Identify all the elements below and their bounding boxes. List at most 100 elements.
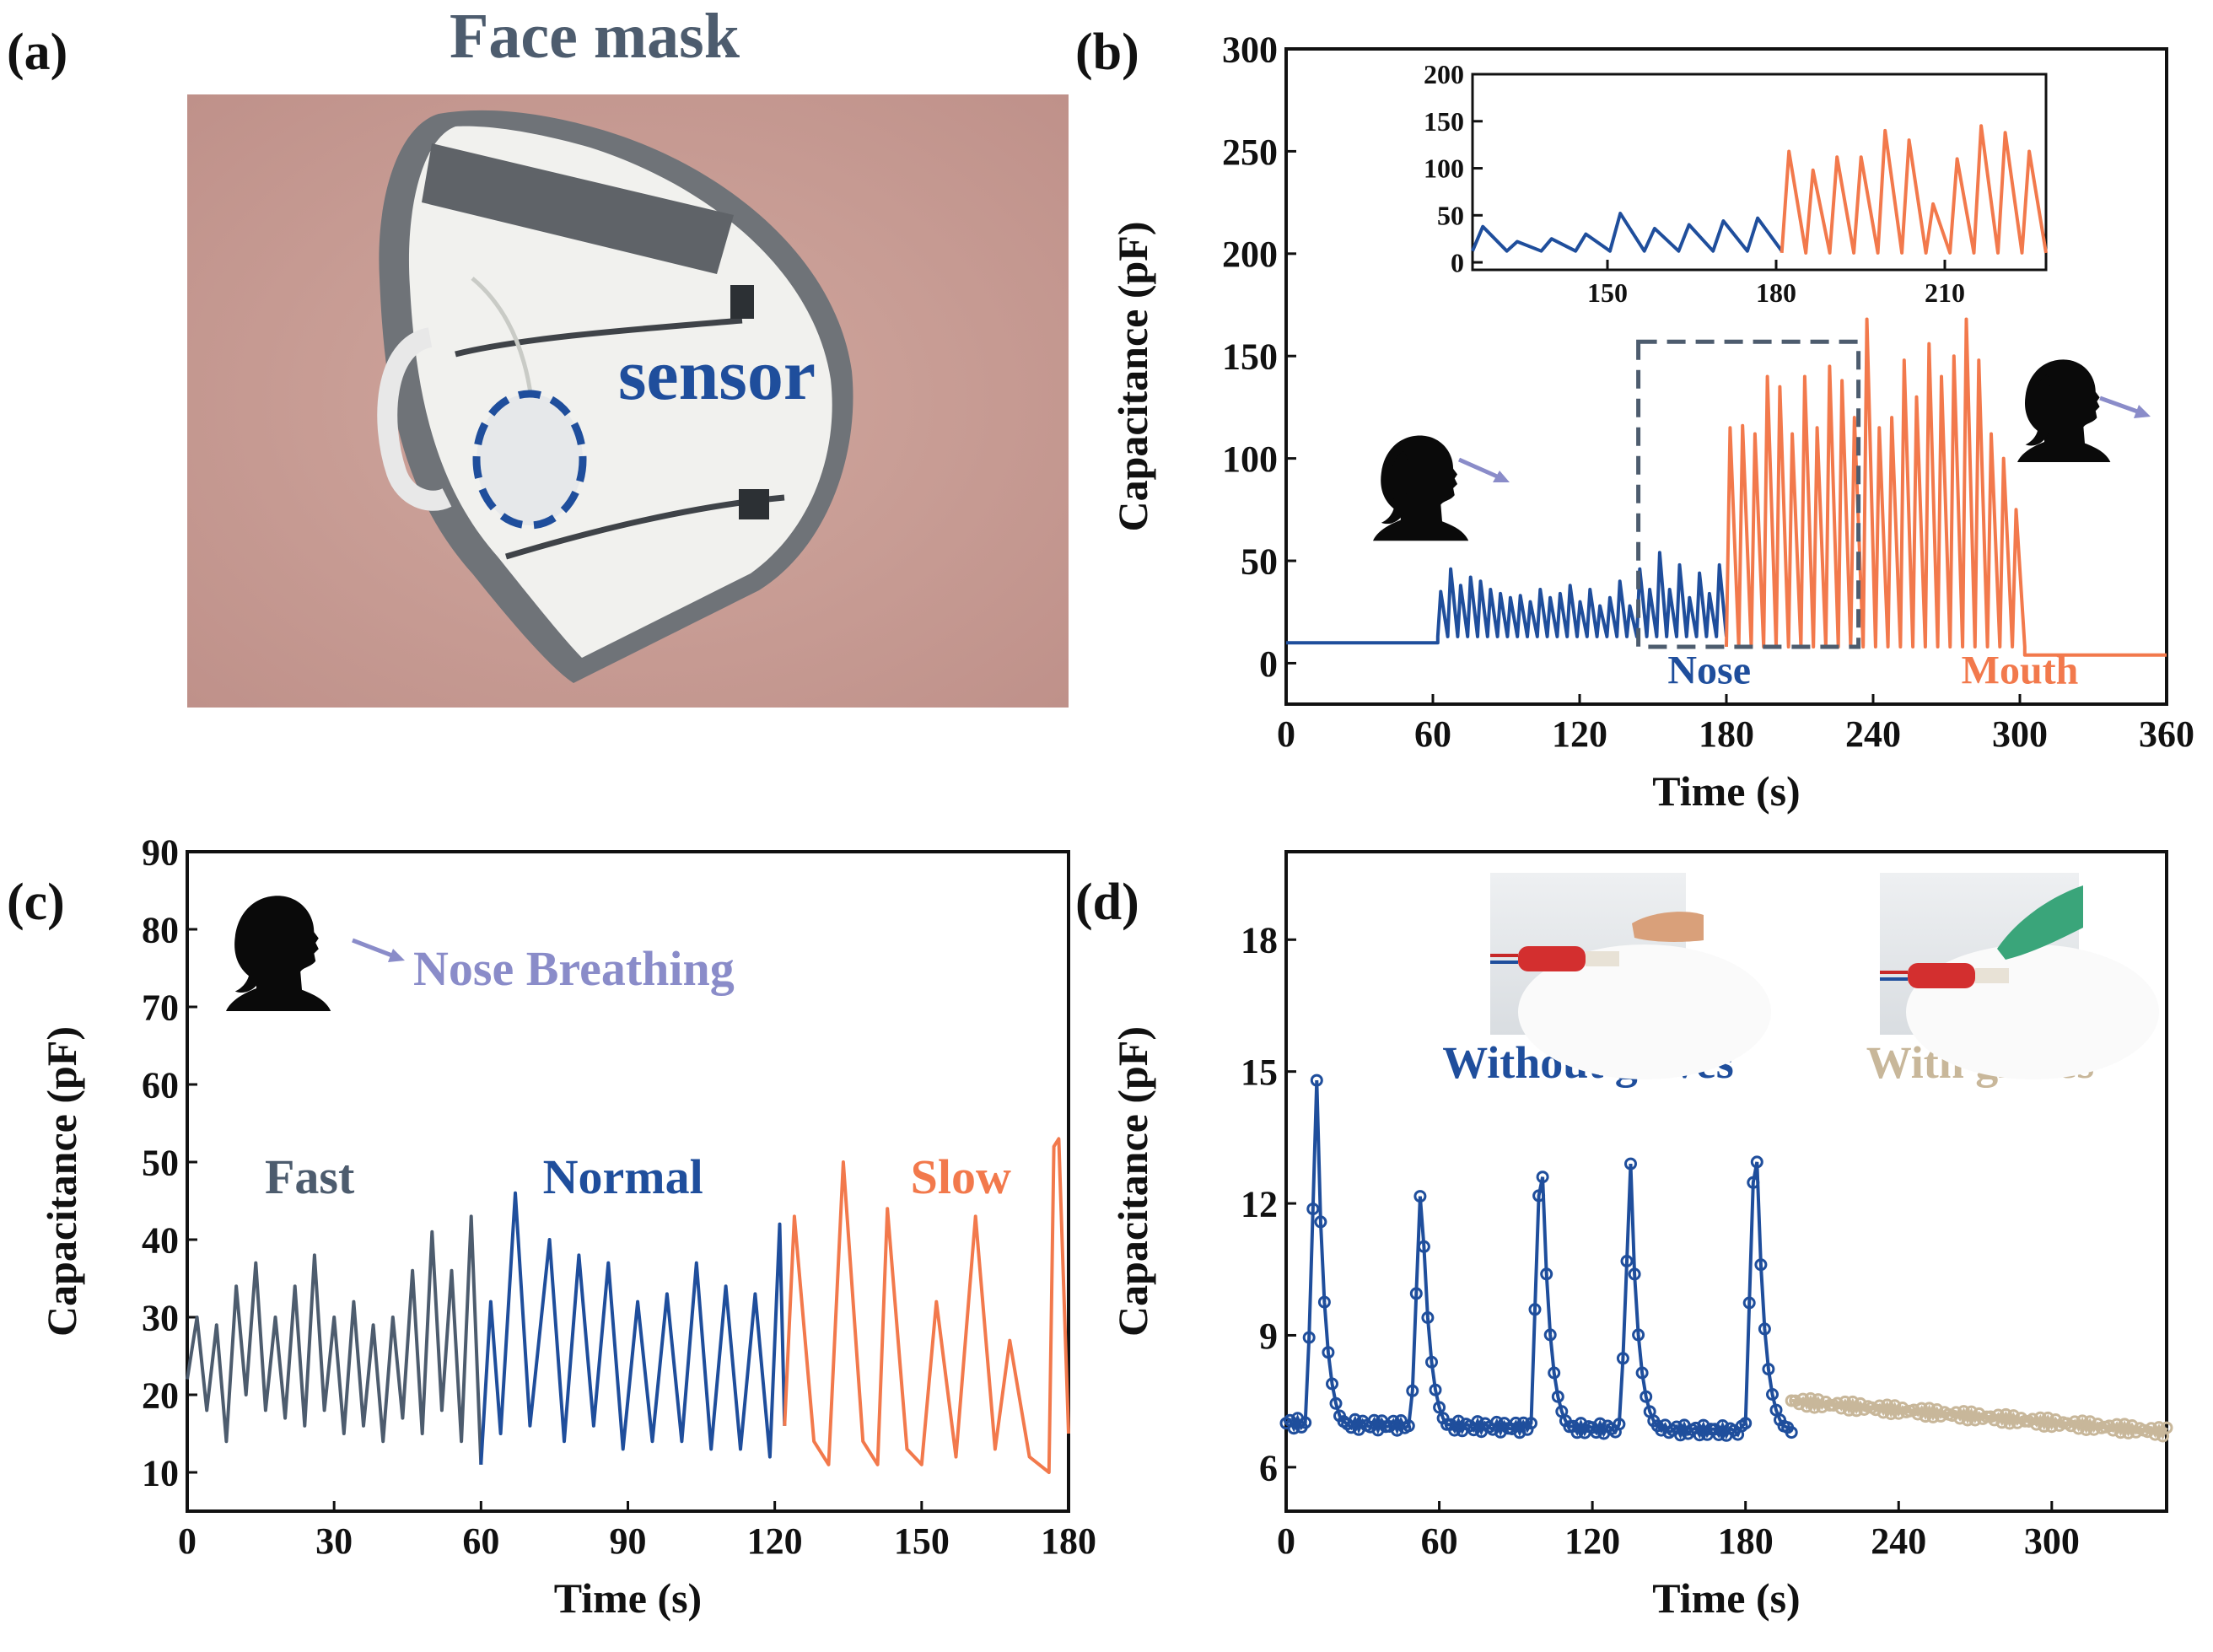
d-without-gloves-point bbox=[1548, 1366, 1561, 1380]
b-ytick-label: 300 bbox=[1222, 29, 1278, 70]
b-inset-ytick-label: 50 bbox=[1437, 201, 1464, 231]
d-without-gloves-point bbox=[1310, 1074, 1323, 1087]
b-xtick-label: 240 bbox=[1845, 713, 1901, 755]
c-xtick-label: 30 bbox=[315, 1520, 353, 1562]
d-with-gloves-point bbox=[2160, 1421, 2173, 1434]
d-without-gloves-point bbox=[1540, 1267, 1553, 1281]
d-xtick-label: 240 bbox=[1871, 1520, 1926, 1562]
panel-b-label: (b) bbox=[1075, 24, 1139, 81]
b-yaxis-title: Capacitance (pF) bbox=[1109, 222, 1156, 532]
b-ytick-label: 100 bbox=[1222, 439, 1278, 480]
c-xtick-label: 150 bbox=[894, 1520, 950, 1562]
mouth-arrow-head bbox=[2134, 405, 2151, 418]
d-without-gloves-point bbox=[1326, 1377, 1338, 1391]
b-inset-xtick-label: 180 bbox=[1756, 277, 1796, 308]
d-without-gloves-point bbox=[1471, 1415, 1484, 1429]
d-without-gloves-point bbox=[1616, 1352, 1629, 1365]
d-without-gloves-point bbox=[1417, 1240, 1430, 1253]
d-without-gloves-point bbox=[1758, 1322, 1771, 1336]
c-ytick-label: 80 bbox=[142, 909, 179, 950]
d-without-gloves-point bbox=[1421, 1311, 1435, 1324]
d-without-gloves-point bbox=[1762, 1363, 1775, 1376]
d-without-gloves-point bbox=[1413, 1190, 1427, 1203]
d-without-gloves-point bbox=[1551, 1390, 1564, 1403]
b-nose-label: Nose bbox=[1667, 648, 1751, 693]
d-without-gloves-point bbox=[1299, 1416, 1312, 1429]
b-inset-ytick-label: 200 bbox=[1424, 59, 1464, 89]
d-yaxis-title: Capacitance (pF) bbox=[1109, 1026, 1156, 1337]
d-without-gloves-point bbox=[1425, 1355, 1438, 1369]
nose-arrow-line bbox=[1457, 457, 1505, 482]
c-xtick-label: 180 bbox=[1041, 1520, 1096, 1562]
panel-b-chart: 0 60 120 180 240 300 360 0 50 100 150 200 250 300 Time… bbox=[1109, 29, 2194, 815]
nose-breathing-annotation: Nose Breathing bbox=[413, 941, 735, 996]
mouth-arrow-line bbox=[2099, 396, 2143, 416]
panel-a-label: (a) bbox=[7, 24, 67, 81]
c-normal-label: Normal bbox=[543, 1149, 703, 1204]
b-ytick-label: 0 bbox=[1259, 643, 1278, 685]
d-ytick-label: 12 bbox=[1241, 1183, 1278, 1224]
c-ytick-label: 20 bbox=[142, 1375, 179, 1416]
b-inset-xtick-label: 150 bbox=[1587, 277, 1628, 308]
mask-strap bbox=[377, 327, 452, 511]
c-xaxis-title: Time (s) bbox=[554, 1574, 702, 1622]
d-without-gloves-point bbox=[1532, 1189, 1546, 1203]
c-xtick-label: 60 bbox=[462, 1520, 499, 1562]
d-without-gloves-point bbox=[1314, 1215, 1327, 1229]
c-series-fast bbox=[186, 1214, 483, 1465]
c-ytick-label: 70 bbox=[142, 987, 179, 1028]
d-xtick-label: 300 bbox=[2024, 1520, 2080, 1562]
sensor-circle bbox=[472, 390, 587, 530]
b-xtick-label: 120 bbox=[1552, 713, 1607, 755]
d-without-gloves-point bbox=[1429, 1383, 1442, 1396]
c-slow-label: Slow bbox=[911, 1149, 1011, 1204]
b-highlight-box bbox=[1636, 339, 1861, 649]
d-frame bbox=[1284, 850, 2168, 1513]
b-xtick-label: 180 bbox=[1699, 713, 1754, 755]
d-without-gloves-point bbox=[1528, 1303, 1542, 1316]
d-ytick-label: 6 bbox=[1259, 1447, 1278, 1488]
b-inset-frame bbox=[1471, 73, 2048, 272]
d-without-gloves-point bbox=[1750, 1155, 1763, 1169]
b-ytick-label: 200 bbox=[1222, 234, 1278, 275]
b-ytick-label: 150 bbox=[1222, 336, 1278, 378]
d-ytick-label: 9 bbox=[1259, 1316, 1278, 1357]
panel-c-label: (c) bbox=[7, 874, 65, 931]
d-without-gloves-point bbox=[1306, 1203, 1320, 1216]
b-series-nose bbox=[1286, 551, 1728, 645]
gloved-finger bbox=[1997, 885, 2083, 960]
nose-breathing-head-icon bbox=[1373, 435, 1469, 541]
d-without-gloves-point bbox=[1536, 1170, 1549, 1184]
d-xtick-label: 0 bbox=[1277, 1520, 1295, 1562]
b-ytick-label: 250 bbox=[1222, 132, 1278, 173]
mouth-breathing-head-icon bbox=[2017, 359, 2111, 462]
d-without-gloves-point bbox=[1409, 1287, 1423, 1300]
d-without-gloves-point bbox=[1322, 1346, 1335, 1359]
d-series-without-gloves-line bbox=[1284, 1080, 1793, 1440]
c-xtick-label: 0 bbox=[178, 1520, 197, 1562]
nose-breathing-head-icon-c bbox=[226, 896, 331, 1011]
d-without-gloves-point bbox=[1766, 1388, 1779, 1401]
mask-photo: sensor bbox=[187, 94, 1069, 708]
c-series-slow bbox=[783, 1137, 1070, 1474]
c-ytick-label: 90 bbox=[142, 831, 179, 873]
b-inset-ytick-label: 150 bbox=[1424, 106, 1464, 137]
b-series-mouth bbox=[1725, 317, 2167, 657]
c-xtick-label: 120 bbox=[747, 1520, 803, 1562]
panel-a: (a) Face mask sensor bbox=[7, 1, 1069, 708]
d-without-gloves-point bbox=[1747, 1176, 1760, 1189]
c-ytick-label: 60 bbox=[142, 1064, 179, 1106]
with-gloves-photo bbox=[1880, 873, 2159, 1079]
b-xtick-label: 360 bbox=[2139, 713, 2194, 755]
c-ytick-label: 10 bbox=[142, 1452, 179, 1493]
d-ytick-label: 15 bbox=[1241, 1052, 1278, 1093]
d-without-gloves-point bbox=[1406, 1384, 1419, 1397]
d-without-gloves-point bbox=[1742, 1296, 1756, 1310]
d-without-gloves-point bbox=[1543, 1328, 1557, 1342]
d-without-gloves-point bbox=[1628, 1267, 1641, 1281]
d-without-gloves-point bbox=[1402, 1419, 1415, 1433]
nose-breathing-arrow-line bbox=[352, 938, 397, 960]
d-without-gloves-point bbox=[1632, 1328, 1645, 1342]
bare-finger bbox=[1632, 912, 1704, 942]
c-ytick-label: 30 bbox=[142, 1297, 179, 1338]
